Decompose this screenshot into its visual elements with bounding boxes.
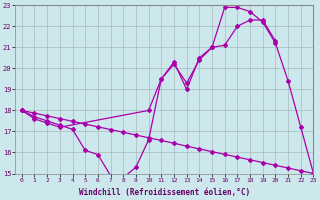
X-axis label: Windchill (Refroidissement éolien,°C): Windchill (Refroidissement éolien,°C): [79, 188, 250, 197]
